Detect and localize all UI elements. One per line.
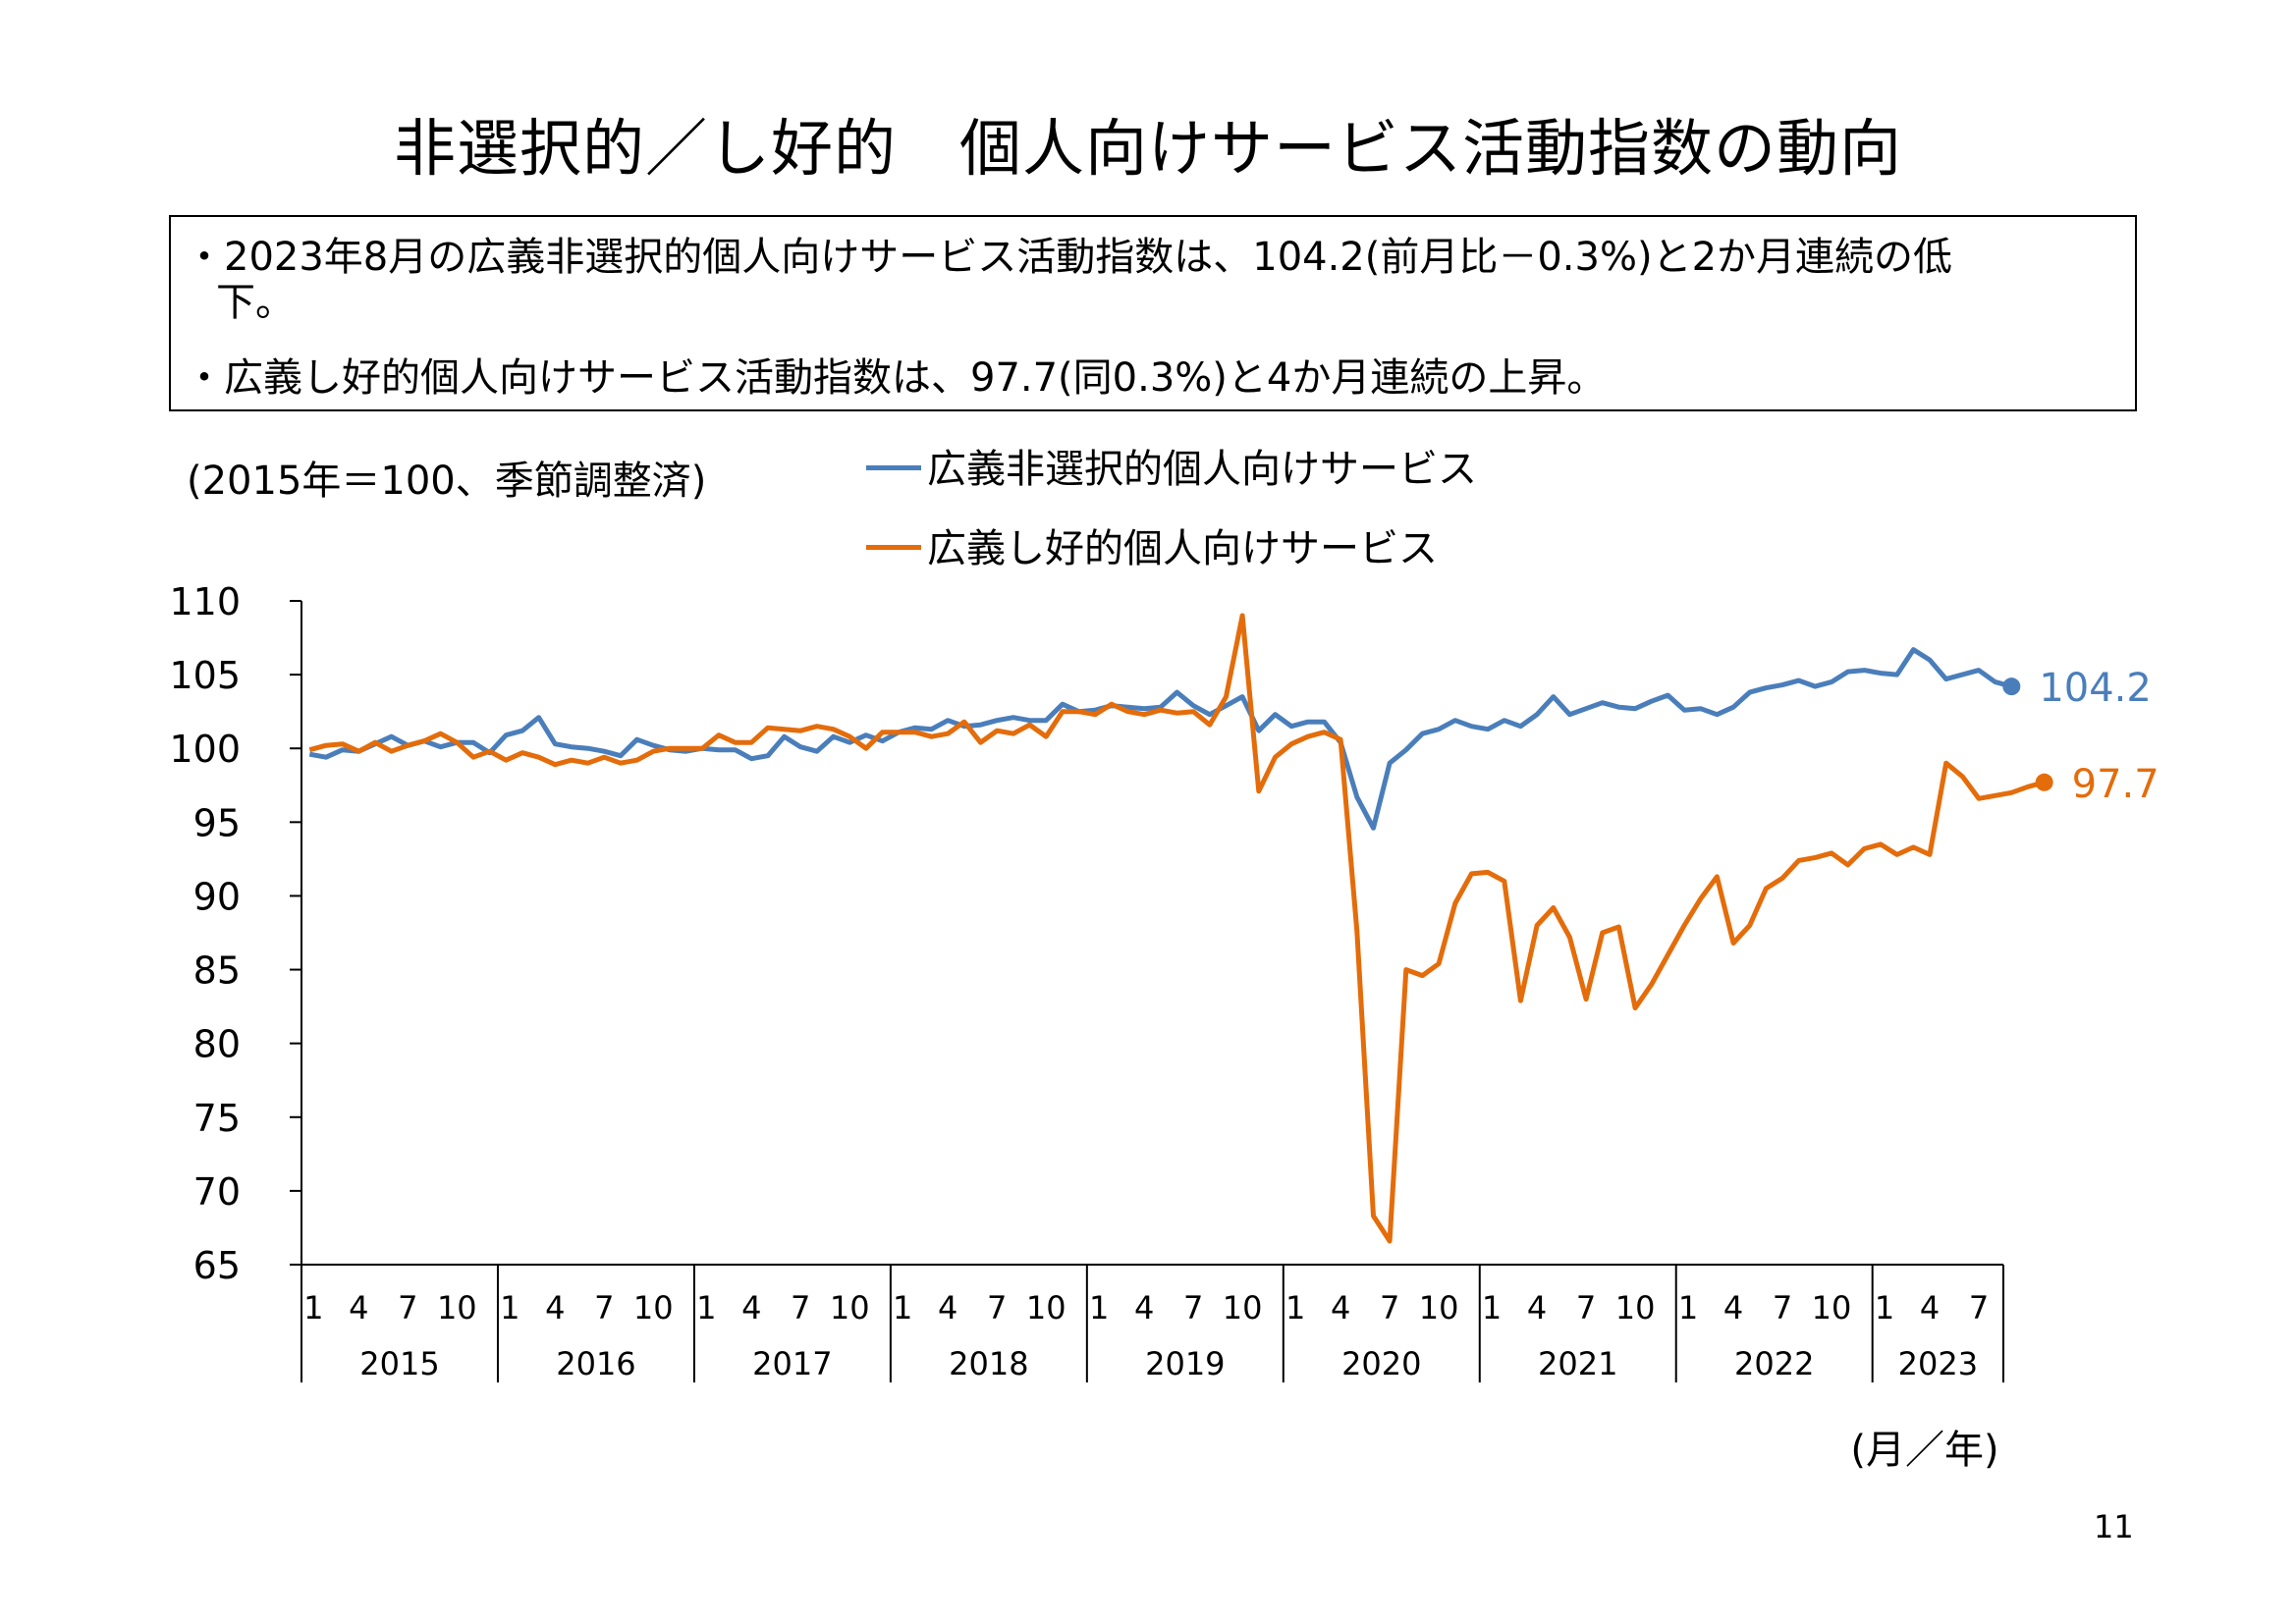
x-month-label: 4 [545, 1289, 565, 1326]
y-tick-label: 95 [193, 801, 241, 844]
unit-note: (2015年＝100、季節調整済) [187, 459, 707, 504]
x-year-label: 2023 [1898, 1345, 1978, 1382]
y-tick-label: 65 [193, 1244, 241, 1287]
series-end-label: 97.7 [2072, 762, 2159, 807]
x-year-label: 2021 [1538, 1345, 1617, 1382]
x-month-label: 7 [1576, 1289, 1596, 1326]
x-month-label: 4 [938, 1289, 957, 1326]
x-month-label: 10 [633, 1289, 674, 1326]
x-year-label: 2017 [752, 1345, 832, 1382]
x-month-label: 7 [987, 1289, 1007, 1326]
x-month-label: 4 [1331, 1289, 1350, 1326]
y-tick-label: 75 [193, 1097, 241, 1140]
summary-bullet-nonselective-line1: ・2023年8月の広義非選択的個人向けサービス活動指数は、104.2(前月比－0… [185, 235, 1953, 280]
legend-swatch-nonselective [866, 464, 921, 470]
x-year-label: 2016 [556, 1345, 635, 1382]
page-title: 非選択的／し好的 個人向けサービス活動指数の動向 [394, 113, 1902, 185]
x-month-label: 1 [893, 1289, 912, 1326]
x-month-label: 1 [1875, 1289, 1894, 1326]
summary-bullet-nonselective-line2: 下。 [216, 280, 295, 325]
x-month-label: 1 [1285, 1289, 1305, 1326]
y-tick-label: 105 [169, 654, 241, 697]
series-end-label: 104.2 [2039, 666, 2152, 711]
summary-bullet-nonselective: ・2023年8月の広義非選択的個人向けサービス活動指数は、104.2(前月比－0… [185, 235, 2115, 325]
x-month-label: 10 [830, 1289, 870, 1326]
x-month-label: 7 [1183, 1289, 1203, 1326]
x-year-label: 2018 [949, 1345, 1028, 1382]
x-month-label: 1 [1089, 1289, 1109, 1326]
x-month-label: 1 [500, 1289, 519, 1326]
x-month-label: 10 [1026, 1289, 1066, 1326]
y-tick-label: 85 [193, 949, 241, 993]
x-month-label: 7 [791, 1289, 810, 1326]
y-tick-label: 100 [169, 728, 241, 771]
legend-label-discretionary: 広義し好的個人向けサービス [927, 526, 1438, 571]
series-end-marker [2002, 677, 2021, 696]
x-unit-label: (月／年) [1850, 1428, 1998, 1473]
series-line-nonselective [308, 647, 2012, 831]
x-month-label: 10 [1419, 1289, 1459, 1326]
x-month-label: 1 [696, 1289, 716, 1326]
page-number: 11 [2094, 1508, 2134, 1545]
x-year-label: 2015 [359, 1345, 439, 1382]
x-month-label: 4 [349, 1289, 368, 1326]
x-month-label: 4 [741, 1289, 761, 1326]
x-month-label: 1 [1482, 1289, 1502, 1326]
x-month-label: 10 [437, 1289, 477, 1326]
x-month-label: 10 [1615, 1289, 1656, 1326]
x-month-label: 7 [1773, 1289, 1792, 1326]
y-tick-label: 90 [193, 875, 241, 918]
y-tick-label: 70 [193, 1170, 241, 1214]
x-year-label: 2020 [1341, 1345, 1421, 1382]
x-month-label: 1 [1678, 1289, 1698, 1326]
y-tick-label: 110 [169, 580, 241, 623]
x-month-label: 4 [1723, 1289, 1743, 1326]
x-month-label: 4 [1527, 1289, 1547, 1326]
x-year-label: 2019 [1145, 1345, 1225, 1382]
x-month-label: 4 [1134, 1289, 1154, 1326]
x-month-label: 7 [1969, 1289, 1989, 1326]
series-line-discretionary [308, 613, 2046, 1244]
x-month-label: 7 [398, 1289, 417, 1326]
y-tick-label: 80 [193, 1023, 241, 1066]
legend-item-nonselective: 広義非選択的個人向けサービス [866, 446, 1477, 493]
legend-label-nonselective: 広義非選択的個人向けサービス [927, 447, 1477, 492]
x-month-label: 10 [1223, 1289, 1263, 1326]
series-end-marker [2035, 773, 2053, 791]
legend-item-discretionary: 広義し好的個人向けサービス [866, 525, 1438, 572]
x-month-label: 10 [1812, 1289, 1852, 1326]
summary-bullet-discretionary: ・広義し好的個人向けサービス活動指数は、97.7(同0.3%)と4か月連続の上昇… [185, 355, 1607, 401]
x-year-label: 2022 [1734, 1345, 1814, 1382]
x-month-label: 1 [303, 1289, 323, 1326]
summary-box: ・2023年8月の広義非選択的個人向けサービス活動指数は、104.2(前月比－0… [169, 215, 2137, 411]
x-month-label: 7 [1380, 1289, 1399, 1326]
x-month-label: 7 [594, 1289, 614, 1326]
legend-swatch-discretionary [866, 544, 921, 550]
x-month-label: 4 [1920, 1289, 1940, 1326]
